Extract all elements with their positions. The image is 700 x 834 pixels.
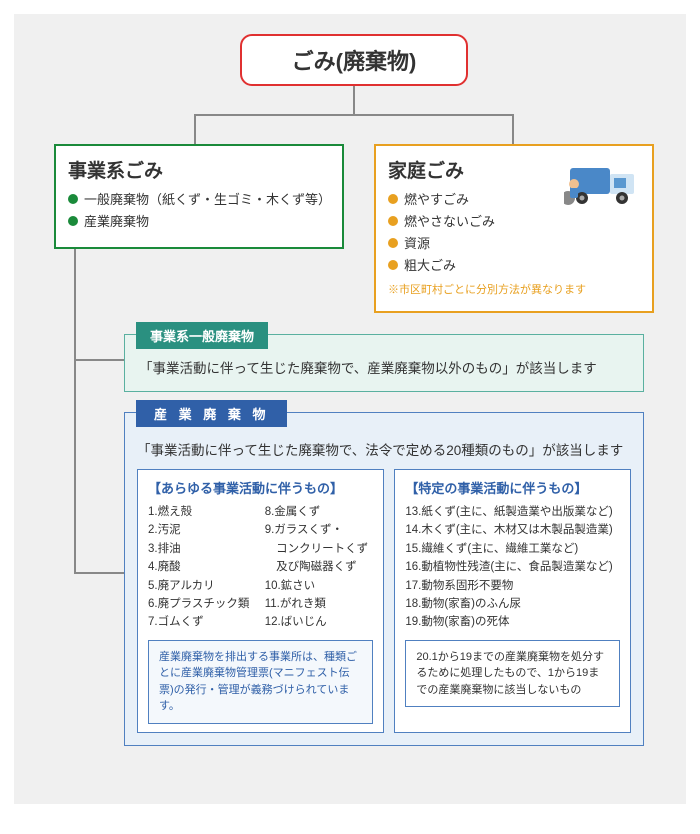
- col-header: 【特定の事業活動に伴うもの】: [405, 478, 620, 497]
- list-item: 粗大ごみ: [388, 255, 640, 277]
- list-item: 産業廃棄物: [68, 211, 330, 233]
- bullet-icon: [388, 216, 398, 226]
- garbage-truck-icon: [564, 154, 644, 214]
- connector: [74, 572, 124, 574]
- bullet-icon: [388, 260, 398, 270]
- home-note: ※市区町村ごとに分別方法が異なります: [388, 281, 640, 297]
- connector: [74, 232, 76, 574]
- connector: [512, 114, 514, 144]
- bullet-icon: [388, 194, 398, 204]
- general-label: 事業系一般廃棄物: [136, 322, 268, 349]
- connector: [194, 114, 514, 116]
- home-node: 家庭ごみ 燃やすごみ 燃やさないごみ 資源 粗大ごみ ※市区町村ごとに分別方法が…: [374, 144, 654, 313]
- col-all-right: 8.金属くず 9.ガラスくず・ コンクリートくず 及び陶磁器くず 10.鉱さい …: [265, 503, 374, 632]
- list-item: 一般廃棄物（紙くず・生ゴミ・木くず等）: [68, 189, 330, 211]
- manifest-note: 産業廃棄物を排出する事業所は、種類ごとに産業廃棄物管理票(マニフェスト伝票)の発…: [148, 640, 373, 724]
- item-20-note: 20.1から19までの産業廃棄物を処分するために処理したもので、1から19までの…: [405, 640, 620, 708]
- bullet-icon: [68, 194, 78, 204]
- industrial-waste-node: 「事業活動に伴って生じた廃棄物で、法令で定める20種類のもの」が該当します 【あ…: [124, 412, 644, 746]
- business-title: 事業系ごみ: [68, 156, 330, 183]
- col-all-left: 1.燃え殻 2.汚泥 3.排油 4.廃酸 5.廃アルカリ 6.廃プラスチック類 …: [148, 503, 257, 632]
- diagram-canvas: ごみ(廃棄物) 事業系ごみ 一般廃棄物（紙くず・生ゴミ・木くず等） 産業廃棄物 …: [14, 14, 686, 804]
- connector: [353, 86, 355, 114]
- col-spec-list: 13.紙くず(主に、紙製造業や出版業など) 14.木くず(主に、木材又は木製品製…: [405, 503, 620, 632]
- general-desc: 「事業活動に伴って生じた廃棄物で、産業廃棄物以外のもの」が該当します: [139, 361, 597, 376]
- connector: [74, 359, 124, 361]
- bullet-icon: [388, 238, 398, 248]
- bullet-icon: [68, 216, 78, 226]
- connector: [194, 114, 196, 144]
- industrial-col-all: 【あらゆる事業活動に伴うもの】 1.燃え殻 2.汚泥 3.排油 4.廃酸 5.廃…: [137, 469, 384, 733]
- root-node: ごみ(廃棄物): [240, 34, 468, 86]
- industrial-desc: 「事業活動に伴って生じた廃棄物で、法令で定める20種類のもの」が該当します: [137, 439, 631, 459]
- industrial-col-specific: 【特定の事業活動に伴うもの】 13.紙くず(主に、紙製造業や出版業など) 14.…: [394, 469, 631, 733]
- industrial-label: 産 業 廃 棄 物: [136, 400, 287, 427]
- col-header: 【あらゆる事業活動に伴うもの】: [148, 478, 373, 497]
- list-item: 資源: [388, 233, 640, 255]
- list-item: 燃やさないごみ: [388, 211, 640, 233]
- root-title: ごみ(廃棄物): [292, 44, 417, 76]
- business-node: 事業系ごみ 一般廃棄物（紙くず・生ゴミ・木くず等） 産業廃棄物: [54, 144, 344, 249]
